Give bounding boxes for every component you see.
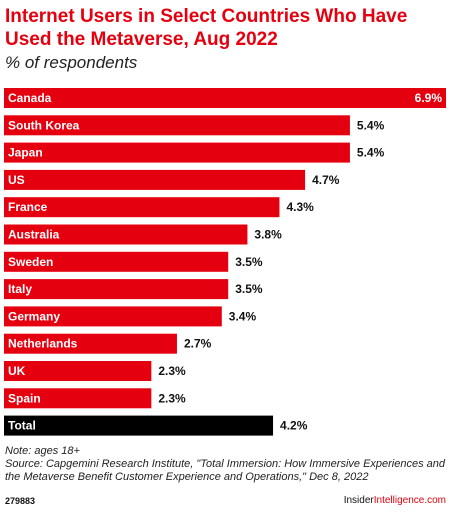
- category-label-spain: Spain: [8, 391, 41, 405]
- bar-italy: [4, 279, 229, 300]
- category-label-australia: Australia: [8, 228, 60, 242]
- value-label-germany: 3.4%: [229, 309, 257, 323]
- value-label-australia: 3.8%: [254, 228, 282, 242]
- source-text: Source: Capgemini Research Institute, "T…: [5, 458, 446, 483]
- brand-prefix: Insider: [343, 495, 374, 506]
- category-label-canada: Canada: [8, 91, 52, 105]
- category-label-total: Total: [8, 419, 36, 433]
- category-label-germany: Germany: [8, 309, 60, 323]
- bar-total: [4, 415, 274, 436]
- bar-us: [4, 169, 306, 190]
- bar-spain: [4, 388, 152, 409]
- value-label-netherlands: 2.7%: [184, 337, 212, 351]
- value-label-sweden: 3.5%: [235, 255, 263, 269]
- value-label-us: 4.7%: [312, 173, 340, 187]
- value-label-france: 4.3%: [286, 200, 314, 214]
- bar-japan: [4, 142, 350, 163]
- chart-subtitle: % of respondents: [5, 53, 138, 72]
- bar-canada: [4, 88, 446, 108]
- value-label-japan: 5.4%: [357, 146, 385, 160]
- bar-netherlands: [4, 333, 177, 354]
- value-label-canada: 6.9%: [415, 91, 443, 105]
- value-label-spain: 2.3%: [158, 391, 186, 405]
- category-label-uk: UK: [8, 364, 26, 378]
- bar-sweden: [4, 251, 229, 272]
- chart-id: 279883: [5, 496, 36, 506]
- chart-title: Internet Users in Select Countries Who H…: [5, 6, 408, 50]
- category-label-netherlands: Netherlands: [8, 337, 78, 351]
- bar-australia: [4, 224, 248, 245]
- brand-logo[interactable]: InsiderIntelligence.com: [344, 495, 446, 506]
- value-label-south-korea: 5.4%: [357, 118, 385, 132]
- note-text: Note: ages 18+: [5, 445, 80, 457]
- value-label-italy: 3.5%: [235, 282, 263, 296]
- value-label-total: 4.2%: [280, 419, 308, 433]
- category-label-south-korea: South Korea: [8, 118, 80, 132]
- category-label-japan: Japan: [8, 146, 43, 160]
- category-label-us: US: [8, 173, 25, 187]
- bar-chart: Canada 6.9% South Korea 5.4% Japan 5.4% US 4.7%…: [4, 88, 446, 436]
- bar-france: [4, 197, 280, 218]
- bar-germany: [4, 306, 222, 327]
- category-label-sweden: Sweden: [8, 255, 53, 269]
- brand-suffix: Intelligence.com: [373, 495, 446, 506]
- chart-note: Note: ages 18+ Source: Capgemini Researc…: [5, 445, 449, 484]
- category-label-italy: Italy: [8, 282, 32, 296]
- bar-uk: [4, 361, 152, 381]
- category-label-france: France: [8, 200, 48, 214]
- bar-south-korea: [4, 115, 350, 136]
- value-label-uk: 2.3%: [158, 364, 186, 378]
